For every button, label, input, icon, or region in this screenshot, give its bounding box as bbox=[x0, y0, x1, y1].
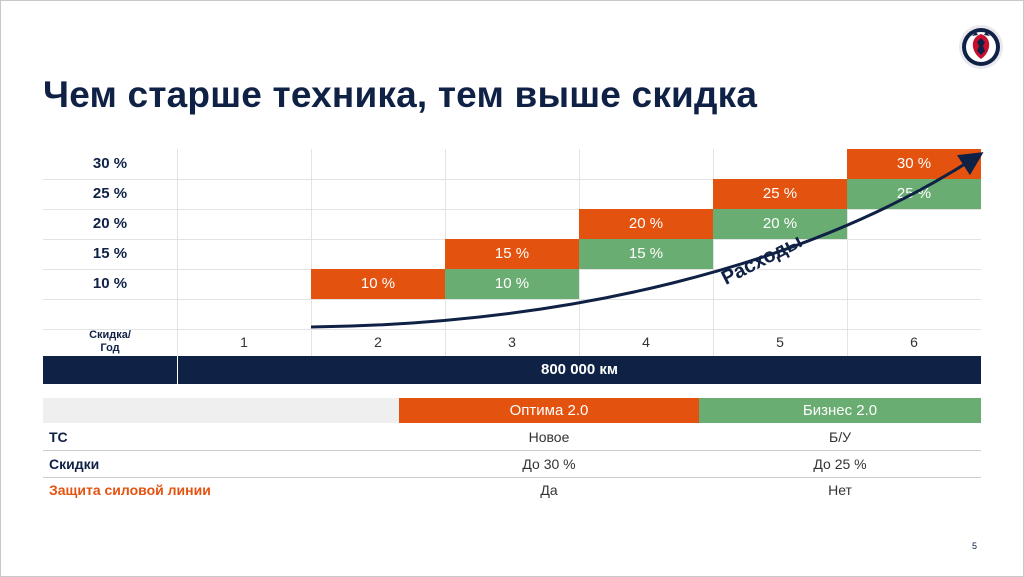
discount-cell-year4-20: 20 % bbox=[579, 209, 713, 239]
grid-line bbox=[311, 149, 312, 356]
year-label-2: 2 bbox=[374, 334, 382, 350]
y-label-30: 30 % bbox=[92, 155, 128, 172]
grid-line bbox=[177, 149, 178, 356]
comparison-header-row: Оптима 2.0 Бизнес 2.0 bbox=[43, 398, 981, 423]
table-row: Скидки До 30 % До 25 % bbox=[43, 451, 981, 478]
brand-logo-icon bbox=[959, 25, 1003, 69]
row-value-business: Б/У bbox=[829, 429, 851, 445]
optima-header: Оптима 2.0 bbox=[399, 398, 699, 423]
grid-line bbox=[43, 299, 981, 300]
y-label-20: 20 % bbox=[92, 215, 128, 232]
table-row: Защита силовой линии Да Нет bbox=[43, 477, 981, 503]
row-label-discounts: Скидки bbox=[49, 456, 100, 472]
grid-line bbox=[847, 149, 848, 356]
y-label-25: 25 % bbox=[92, 185, 128, 202]
mileage-bar-divider bbox=[177, 356, 178, 384]
page-title: Чем старше техника, тем выше скидка bbox=[43, 74, 758, 115]
row-value-business: Нет bbox=[828, 482, 852, 498]
row-label-powertrain-protection: Защита силовой линии bbox=[49, 482, 211, 498]
grid-line bbox=[43, 179, 981, 180]
discount-cell-year3-15: 15 % bbox=[445, 239, 579, 269]
comparison-header-blank bbox=[43, 398, 399, 423]
grid-line bbox=[43, 329, 981, 330]
y-label-10: 10 % bbox=[92, 275, 128, 292]
row-value-business: До 25 % bbox=[813, 456, 867, 472]
mileage-bar: 800 000 км bbox=[43, 356, 981, 384]
y-label-15: 15 % bbox=[92, 245, 128, 262]
year-label-1: 1 bbox=[240, 334, 248, 350]
row-value-optima: Да bbox=[540, 482, 558, 498]
expense-trend-arrow bbox=[310, 152, 984, 329]
year-label-4: 4 bbox=[642, 334, 650, 350]
year-label-3: 3 bbox=[508, 334, 516, 350]
discount-year-corner-label: Скидка/ Год bbox=[43, 329, 177, 355]
row-value-optima: До 30 % bbox=[522, 456, 576, 472]
mileage-label: 800 000 км bbox=[541, 361, 618, 378]
discount-cell-year3-10: 10 % bbox=[445, 269, 579, 299]
discount-cell-year5-25: 25 % bbox=[713, 179, 847, 209]
grid-line bbox=[43, 209, 981, 210]
corner-label-line2: Год bbox=[100, 342, 120, 354]
page-number: 5 bbox=[972, 541, 978, 551]
discount-cell-year2-10: 10 % bbox=[311, 269, 445, 299]
business-header: Бизнес 2.0 bbox=[699, 398, 981, 423]
table-row: ТС Новое Б/У bbox=[43, 424, 981, 451]
corner-label-line1: Скидка/ bbox=[89, 329, 131, 341]
year-label-6: 6 bbox=[910, 334, 918, 350]
discount-cell-year4-15: 15 % bbox=[579, 239, 713, 269]
year-label-5: 5 bbox=[776, 334, 784, 350]
row-label-vehicle: ТС bbox=[49, 429, 68, 445]
grid-line bbox=[713, 149, 714, 356]
row-value-optima: Новое bbox=[528, 429, 570, 445]
